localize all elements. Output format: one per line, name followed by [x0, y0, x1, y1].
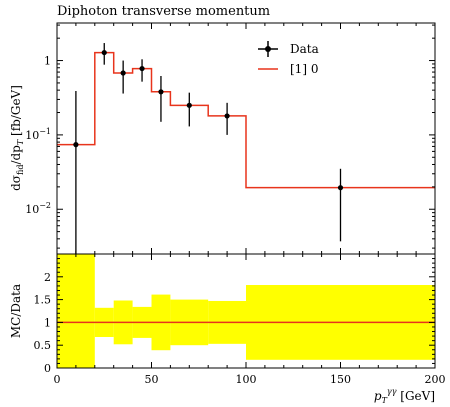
x-axis-label: pTγγ [GeV]: [374, 387, 435, 405]
ratio-x-ticks: 0 50 100 150 200: [54, 254, 446, 386]
chart-title: Diphoton transverse momentum: [57, 4, 270, 19]
ratio-y-tick-label: 0.5: [34, 339, 52, 352]
ratio-uncertainty-band: [57, 254, 435, 368]
ratio-y-tick-label: 1.5: [34, 294, 52, 307]
data-point: [186, 102, 192, 108]
legend-data-label: Data: [290, 42, 319, 56]
data-points: [73, 43, 344, 254]
x-tick-label: 0: [54, 373, 61, 386]
data-point: [224, 113, 230, 119]
data-point: [101, 49, 107, 56]
ratio-y-axis-label: MC/Data: [9, 284, 23, 338]
legend-mc-label: [1] 0: [290, 62, 318, 76]
y-tick-label: 1: [44, 55, 51, 68]
ratio-y-ticks: 0 0.5 1 1.5 2: [34, 253, 435, 375]
y-tick-label: 10−2: [25, 201, 51, 216]
data-point: [139, 65, 145, 72]
x-tick-label: 150: [330, 373, 351, 386]
y-tick-label: 10−1: [25, 127, 51, 142]
main-y-ticks: 1 10−1 10−2: [25, 24, 435, 249]
data-point: [337, 185, 344, 191]
mc-histogram: [57, 51, 435, 189]
x-tick-label: 200: [425, 373, 446, 386]
data-point: [120, 70, 126, 76]
main-y-axis-label: dσfid/dpT [fb/GeV]: [9, 85, 25, 191]
ratio-y-tick-label: 1: [44, 316, 51, 329]
x-tick-label: 100: [236, 373, 257, 386]
data-point: [73, 142, 79, 148]
mc-step-line: [57, 51, 435, 189]
ratio-y-tick-label: 0: [44, 362, 51, 375]
data-point: [158, 89, 164, 95]
legend: Data [1] 0: [258, 41, 319, 76]
legend-data-marker: [265, 46, 271, 52]
ratio-y-tick-label: 2: [44, 271, 51, 284]
x-tick-label: 50: [145, 373, 159, 386]
band-segment: [57, 254, 95, 368]
